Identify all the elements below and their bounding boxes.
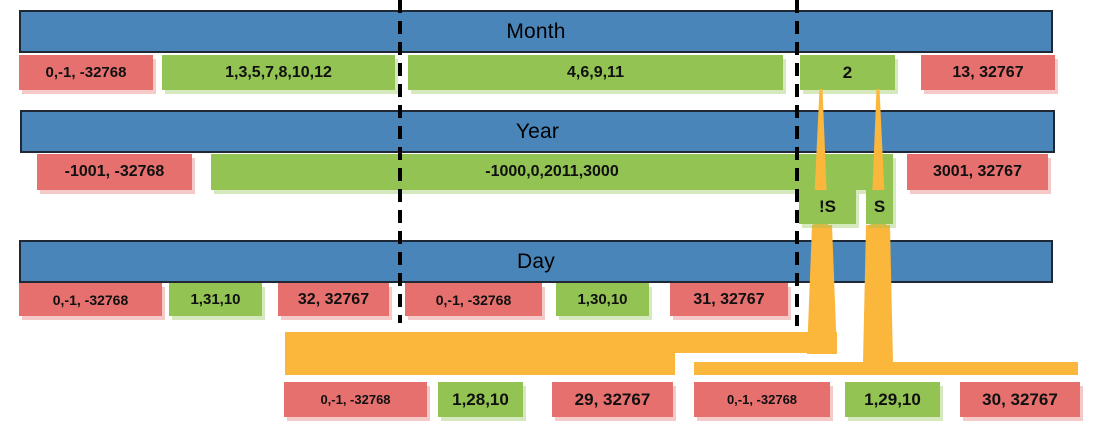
year-bar-label: Year [515, 119, 560, 143]
day-class-box: 31, 32767 [670, 283, 788, 316]
flow-bar-nonleap [285, 332, 675, 375]
month-class-box: 0,-1, -32768 [19, 55, 153, 90]
feb-leap-classes-box: 0,-1, -32768 [694, 382, 830, 417]
day-class-box: 1,31,10 [169, 283, 262, 316]
month-class-box: 2 [800, 55, 895, 90]
leap-s-box: S [866, 190, 893, 224]
feb-leap-classes-box: 1,29,10 [845, 382, 940, 417]
year-class-box: -1000,0,2011,3000 [211, 154, 893, 190]
year-bar: Year [20, 110, 1055, 153]
year-class-box: 3001, 32767 [907, 154, 1048, 190]
feb-nonleap-classes-box: 1,28,10 [438, 382, 523, 417]
month-bar: Month [19, 10, 1053, 53]
day-class-box: 0,-1, -32768 [19, 283, 162, 316]
year-class-box: -1001, -32768 [37, 154, 192, 190]
month-class-box: 4,6,9,11 [408, 55, 783, 90]
day-bar: Day [19, 240, 1053, 283]
leap-not-s-box: !S [799, 190, 856, 224]
month-bar-label: Month [506, 19, 566, 43]
feb-leap-classes-box: 30, 32767 [960, 382, 1080, 417]
month-class-box: 13, 32767 [921, 55, 1055, 90]
flow-bar-nonleap-arm [675, 332, 837, 353]
flow-bar-leap [694, 362, 1078, 375]
day-class-box: 32, 32767 [278, 283, 389, 316]
feb-nonleap-classes-box: 29, 32767 [552, 382, 673, 417]
day-class-box: 0,-1, -32768 [405, 283, 542, 316]
feb-nonleap-classes-box: 0,-1, -32768 [284, 382, 427, 417]
day-bar-label: Day [517, 249, 555, 273]
day-class-box: 1,30,10 [556, 283, 649, 316]
month-class-box: 1,3,5,7,8,10,12 [162, 55, 395, 90]
